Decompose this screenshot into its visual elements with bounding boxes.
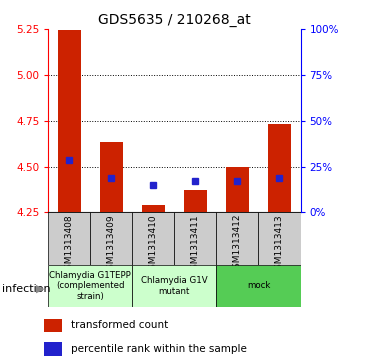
Bar bbox=[259, 212, 301, 265]
Text: Chlamydia G1TEPP
(complemented
strain): Chlamydia G1TEPP (complemented strain) bbox=[49, 270, 131, 301]
Text: GSM1313412: GSM1313412 bbox=[233, 214, 242, 274]
Bar bbox=[216, 265, 301, 307]
Title: GDS5635 / 210268_at: GDS5635 / 210268_at bbox=[98, 13, 251, 26]
Text: infection: infection bbox=[2, 284, 50, 294]
Text: transformed count: transformed count bbox=[71, 321, 169, 330]
Text: Chlamydia G1V
mutant: Chlamydia G1V mutant bbox=[141, 276, 208, 296]
Bar bbox=[142, 205, 165, 212]
Text: mock: mock bbox=[247, 281, 270, 290]
Bar bbox=[184, 190, 207, 212]
Bar bbox=[132, 265, 216, 307]
Bar bbox=[216, 212, 259, 265]
Text: GSM1313409: GSM1313409 bbox=[107, 214, 116, 274]
Bar bbox=[44, 342, 62, 356]
Text: ▶: ▶ bbox=[36, 284, 45, 294]
Text: percentile rank within the sample: percentile rank within the sample bbox=[71, 344, 247, 354]
Bar bbox=[132, 212, 174, 265]
Bar bbox=[44, 319, 62, 332]
Bar bbox=[174, 212, 216, 265]
Text: GSM1313413: GSM1313413 bbox=[275, 214, 284, 274]
Text: GSM1313408: GSM1313408 bbox=[65, 214, 74, 274]
Text: GSM1313410: GSM1313410 bbox=[149, 214, 158, 274]
Bar bbox=[226, 167, 249, 212]
Bar bbox=[100, 142, 123, 212]
Bar bbox=[48, 265, 132, 307]
Text: GSM1313411: GSM1313411 bbox=[191, 214, 200, 274]
Bar bbox=[268, 125, 291, 212]
Bar bbox=[48, 212, 90, 265]
Bar bbox=[58, 30, 81, 212]
Bar bbox=[90, 212, 132, 265]
